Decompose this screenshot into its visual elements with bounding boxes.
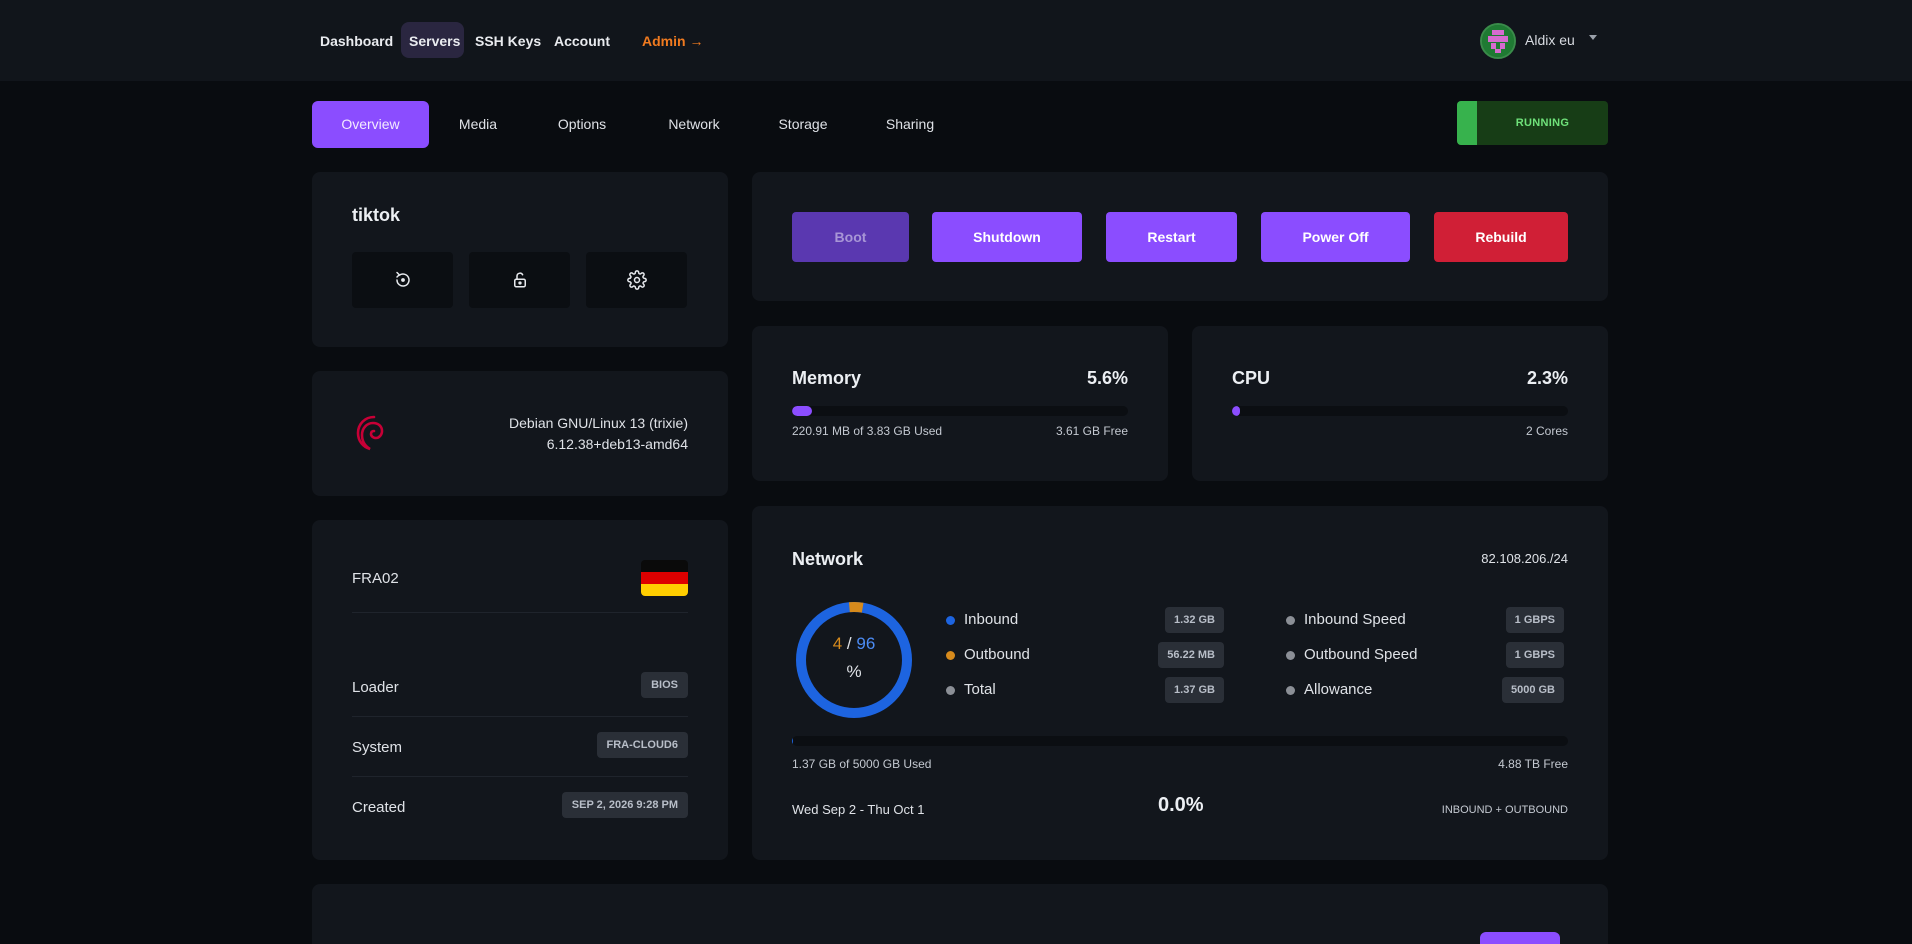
nav-admin[interactable]: Admin → — [642, 33, 704, 49]
divider — [352, 716, 688, 717]
outbound-speed-value: 1 GBPS — [1505, 642, 1564, 668]
status-text: RUNNING — [1515, 117, 1570, 129]
memory-title: Memory — [792, 368, 862, 388]
tab-overview[interactable]: Overview — [312, 101, 429, 148]
donut-inbound-part: 96 — [856, 634, 876, 653]
memory-percent: 5.6% — [1086, 368, 1128, 388]
divider — [352, 776, 688, 777]
donut-slash: / — [846, 634, 852, 653]
location-card: FRA02 Loader BIOS System FRA-CLOUD6 Crea… — [312, 520, 728, 860]
network-used: 1.37 GB of 5000 GB Used — [792, 757, 932, 771]
cpu-percent: 2.3% — [1526, 368, 1568, 388]
os-name: Debian GNU/Linux 13 (trixie) — [509, 415, 688, 431]
cpu-title: CPU — [1232, 368, 1271, 388]
os-card: Debian GNU/Linux 13 (trixie) 6.12.38+deb… — [312, 371, 728, 496]
next-card — [312, 884, 1608, 944]
nav-dashboard[interactable]: Dashboard — [320, 33, 394, 49]
network-card: Network 82.108.206./24 4 / 96 % Inbound … — [752, 506, 1608, 860]
allowance-value: 5000 GB — [1501, 677, 1564, 703]
loader-value: BIOS — [641, 672, 688, 698]
server-card: tiktok — [312, 172, 728, 347]
restart-button[interactable]: Restart — [1106, 212, 1237, 262]
memory-progress-track — [792, 406, 1128, 416]
germany-flag-icon — [641, 560, 688, 596]
gear-icon — [626, 270, 647, 290]
network-ip: 82.108.206./24 — [1481, 551, 1568, 566]
avatar-icon — [1482, 25, 1514, 57]
donut-ratio: 4 / 96 — [792, 634, 916, 654]
allowance-dot — [1286, 686, 1295, 695]
memory-progress-fill — [792, 406, 812, 416]
inbound-dot — [946, 616, 955, 625]
period-percent: 0.0% — [1158, 794, 1204, 816]
usage-scope: INBOUND + OUTBOUND — [1441, 804, 1568, 816]
avatar[interactable] — [1480, 23, 1516, 59]
card-action-button[interactable] — [1480, 932, 1560, 944]
status-indicator — [1457, 101, 1477, 145]
outbound-speed-label: Outbound Speed — [1304, 646, 1418, 663]
cpu-cores: 2 Cores — [1525, 424, 1568, 438]
nav-ssh-keys[interactable]: SSH Keys — [475, 33, 542, 49]
billing-period: Wed Sep 2 - Thu Oct 1 — [792, 802, 925, 817]
user-name[interactable]: Aldix eu — [1525, 32, 1575, 48]
divider — [352, 612, 688, 613]
tab-network[interactable]: Network — [668, 116, 720, 132]
boot-button[interactable]: Boot — [792, 212, 909, 262]
status-badge: RUNNING — [1457, 101, 1608, 145]
loader-label: Loader — [352, 679, 399, 696]
inbound-speed-value: 1 GBPS — [1505, 607, 1564, 633]
tab-options[interactable]: Options — [557, 116, 607, 132]
nav-active-indicator — [401, 22, 464, 58]
lock-icon — [513, 272, 526, 288]
donut-unit: % — [846, 662, 862, 681]
tab-media[interactable]: Media — [458, 116, 498, 132]
network-title: Network — [792, 549, 864, 569]
rebuild-button[interactable]: Rebuild — [1434, 212, 1568, 262]
created-value: SEP 2, 2026 9:28 PM — [561, 792, 688, 818]
total-dot — [946, 686, 955, 695]
allowance-label: Allowance — [1304, 681, 1373, 698]
memory-free: 3.61 GB Free — [1055, 424, 1128, 438]
cpu-progress-fill — [1232, 406, 1240, 416]
power-actions-card: Boot Shutdown Restart Power Off Rebuild — [752, 172, 1608, 301]
memory-used: 220.91 MB of 3.83 GB Used — [792, 424, 943, 438]
shutdown-button[interactable]: Shutdown — [932, 212, 1082, 262]
network-free: 4.88 TB Free — [1498, 757, 1568, 771]
nav-account[interactable]: Account — [554, 33, 610, 49]
created-label: Created — [352, 799, 406, 816]
memory-card: Memory 5.6% 220.91 MB of 3.83 GB Used 3.… — [752, 326, 1168, 481]
donut-inbound-ring — [796, 602, 912, 718]
reinstall-icon — [395, 271, 410, 287]
inbound-speed-dot — [1286, 616, 1295, 625]
outbound-value: 56.22 MB — [1158, 642, 1224, 668]
outbound-speed-dot — [1286, 651, 1295, 660]
network-usage-track — [792, 736, 1568, 746]
nav-servers[interactable]: Servers — [409, 33, 461, 49]
os-kernel: 6.12.38+deb13-amd64 — [546, 436, 688, 452]
reinstall-button[interactable] — [352, 252, 453, 308]
lock-button[interactable] — [469, 252, 570, 308]
location-code: FRA02 — [352, 570, 399, 587]
system-value: FRA-CLOUD6 — [596, 732, 688, 758]
inbound-speed-label: Inbound Speed — [1304, 611, 1406, 628]
server-name: tiktok — [352, 205, 401, 225]
inbound-label: Inbound — [964, 611, 1019, 628]
total-label: Total — [964, 681, 996, 698]
outbound-dot — [946, 651, 955, 660]
donut-outbound-part: 4 — [832, 634, 843, 653]
tab-sharing[interactable]: Sharing — [885, 116, 935, 132]
outbound-label: Outbound — [964, 646, 1030, 663]
inbound-value: 1.32 GB — [1165, 607, 1224, 633]
power-off-button[interactable]: Power Off — [1261, 212, 1410, 262]
cpu-progress-track — [1232, 406, 1568, 416]
top-navbar: Dashboard Servers SSH Keys Account Admin… — [0, 0, 1912, 81]
chevron-down-icon[interactable] — [1589, 35, 1597, 40]
cpu-card: CPU 2.3% 2 Cores — [1192, 326, 1608, 481]
debian-logo-icon — [356, 415, 384, 451]
settings-button[interactable] — [586, 252, 687, 308]
tab-storage[interactable]: Storage — [778, 116, 828, 132]
system-label: System — [352, 739, 403, 756]
network-donut-chart — [796, 602, 912, 718]
total-value: 1.37 GB — [1165, 677, 1224, 703]
